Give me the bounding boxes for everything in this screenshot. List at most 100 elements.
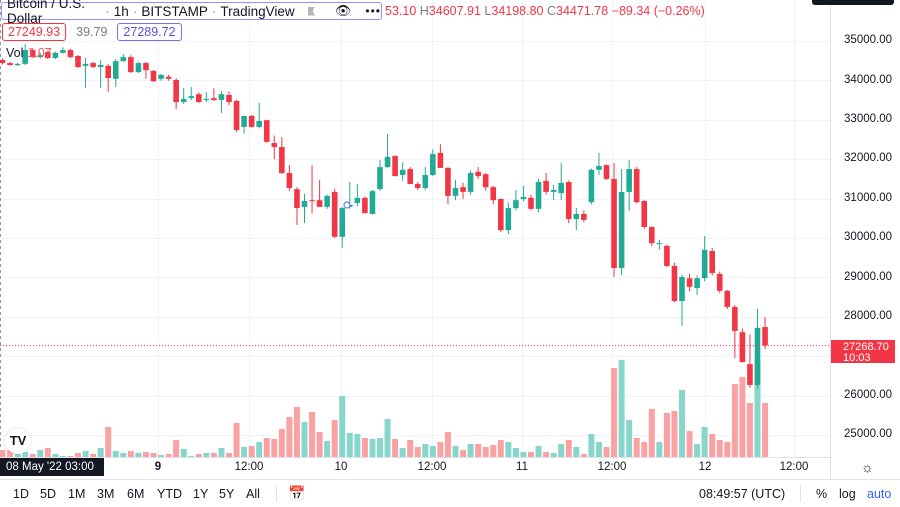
volume-bar [7,450,14,457]
time-tick: 9 [154,461,162,473]
candle-body [588,169,595,203]
candle [158,74,164,81]
volume-bar [82,451,89,457]
separator: · [211,3,217,19]
low-value: 34198.80 [491,4,544,18]
high-key: H [419,4,429,18]
candle-body [218,94,225,101]
candle-body [452,187,459,196]
volume-bar [263,438,270,457]
symbol-legend[interactable]: Bitcoin / U.S. Dollar · 1h · BITSTAMP · … [1,0,382,26]
candle [664,244,670,268]
candle-body [97,65,104,68]
volume-bar [550,453,557,457]
volume-bar [278,429,285,457]
candle-body [233,100,240,131]
volume-bar [324,441,331,457]
change-value: −89.34 (−0.26%) [611,4,705,18]
candle [369,189,376,215]
volume-bar [59,456,66,457]
crosshair-time-label: 08 May '22 03:00 [0,458,104,476]
candle [633,167,640,204]
symbol-name: Bitcoin / U.S. Dollar [7,0,86,26]
eye-icon[interactable]: 👁 [334,3,352,18]
range-3m-button[interactable]: 3M [97,487,115,501]
candle-body [754,327,761,385]
volume-bar [241,447,248,457]
candle-body [75,55,81,68]
candle [626,159,632,211]
candle [271,135,278,160]
auto-scale-toggle[interactable]: auto [867,487,892,501]
percent-scale-toggle[interactable]: % [816,487,828,501]
volume-bar [482,447,489,457]
candle [248,115,255,128]
go-to-date-calendar-icon[interactable]: 📅 [288,485,306,501]
volume-bar [429,446,436,457]
chart-pane[interactable] [0,0,900,479]
candle-body [286,172,293,188]
candle [649,226,655,246]
candle [316,180,323,207]
more-icon[interactable]: ••• [365,4,381,18]
event-marker-icon[interactable] [343,201,351,209]
volume-bar [75,453,81,457]
volume-bar [293,407,300,457]
price-tick: 35000.00 [844,34,892,46]
volume-bar [414,447,421,457]
volume-bar [565,440,572,457]
volume-bar [150,453,157,457]
candle [565,180,572,224]
candle [588,168,595,205]
range-1y-button[interactable]: 1Y [193,487,209,501]
volume-bar [679,390,685,457]
log-scale-toggle[interactable]: log [839,487,856,501]
range-5d-button[interactable]: 5D [40,487,56,501]
candle-body [747,364,753,385]
candle [528,194,534,211]
candle [558,163,564,201]
candle [520,185,527,202]
candle-body [331,191,338,237]
volume-bar [301,422,308,457]
range-5y-button[interactable]: 5Y [219,487,235,501]
volume-bar [112,451,119,457]
volume-bar [226,453,232,457]
clock-timezone[interactable]: 08:49:57 (UTC) [699,487,786,501]
candle [603,164,610,180]
volume-bar [437,442,444,457]
range-6m-button[interactable]: 6M [127,487,145,501]
volume-legend[interactable]: Vol 1.07 [6,46,52,60]
volume-bar [392,439,399,457]
candle [173,78,179,110]
candle [384,133,391,168]
candle-body [664,245,670,266]
range-1d-button[interactable]: 1D [13,487,29,501]
range-1m-button[interactable]: 1M [68,487,86,501]
range-ytd-button[interactable]: YTD [157,487,182,501]
separator: · [105,3,110,19]
tradingview-logo-icon[interactable]: TV [5,428,31,454]
volume-bar [142,452,149,457]
candle-body [279,146,285,173]
candle-body [641,200,648,227]
volume-bar [497,440,504,457]
settings-gear-icon[interactable]: ☼ [861,459,874,475]
candle-body [45,52,51,58]
flag-icon[interactable] [307,6,315,16]
buy-button[interactable]: 27289.72 [117,23,182,41]
bottom-toolbar: 1D 5D 1M 3M 6M YTD 1Y 5Y All 📅 08:49:57 … [0,479,900,507]
candle [135,61,142,73]
time-tick: 12:00 [234,461,264,473]
candle-body [271,143,278,147]
candle-body [596,165,602,170]
candle [82,57,89,88]
candle-body [437,152,444,168]
volume-bar [671,411,678,457]
candle-body [611,178,617,268]
range-all-button[interactable]: All [246,487,260,501]
sell-button[interactable]: 27249.93 [2,23,67,41]
candle-body [158,74,164,79]
volume-bar [29,454,36,457]
candle [286,165,293,191]
